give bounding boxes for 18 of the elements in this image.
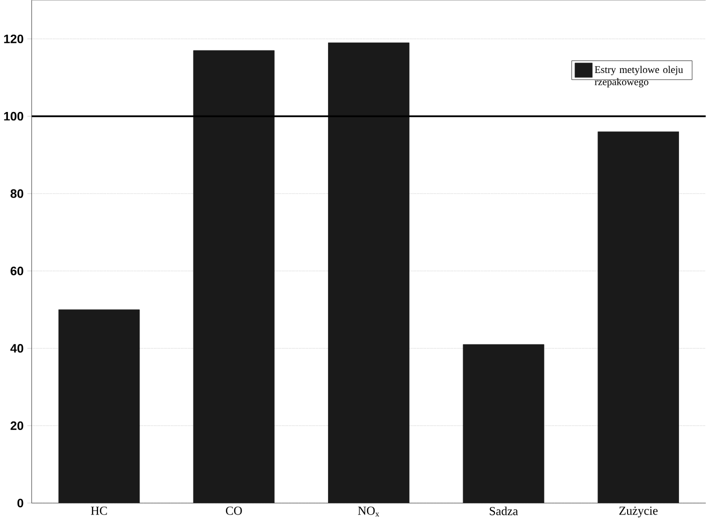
y-tick-label: 40 xyxy=(10,344,24,353)
y-tick-label: 120 xyxy=(4,34,24,44)
x-tick-label: Zużycie xyxy=(619,506,658,518)
x-tick-label: CO xyxy=(226,506,242,515)
bar xyxy=(328,42,410,504)
y-tick-label: 100 xyxy=(4,112,24,121)
bar xyxy=(58,310,140,504)
legend-label: Estry metylowe oleju rzepakowego xyxy=(594,66,683,88)
x-tick-label: HC xyxy=(90,506,107,515)
bar xyxy=(598,132,680,504)
bar xyxy=(193,50,275,504)
y-tick-label: 60 xyxy=(10,266,24,276)
y-tick-label: 0 xyxy=(17,498,24,508)
x-tick-label: Sadza xyxy=(490,506,518,516)
x-tick-label: NO$_{x}$ xyxy=(358,506,380,517)
bar xyxy=(462,344,544,504)
y-tick-label: 80 xyxy=(10,189,24,198)
y-tick-label: 20 xyxy=(10,422,24,430)
